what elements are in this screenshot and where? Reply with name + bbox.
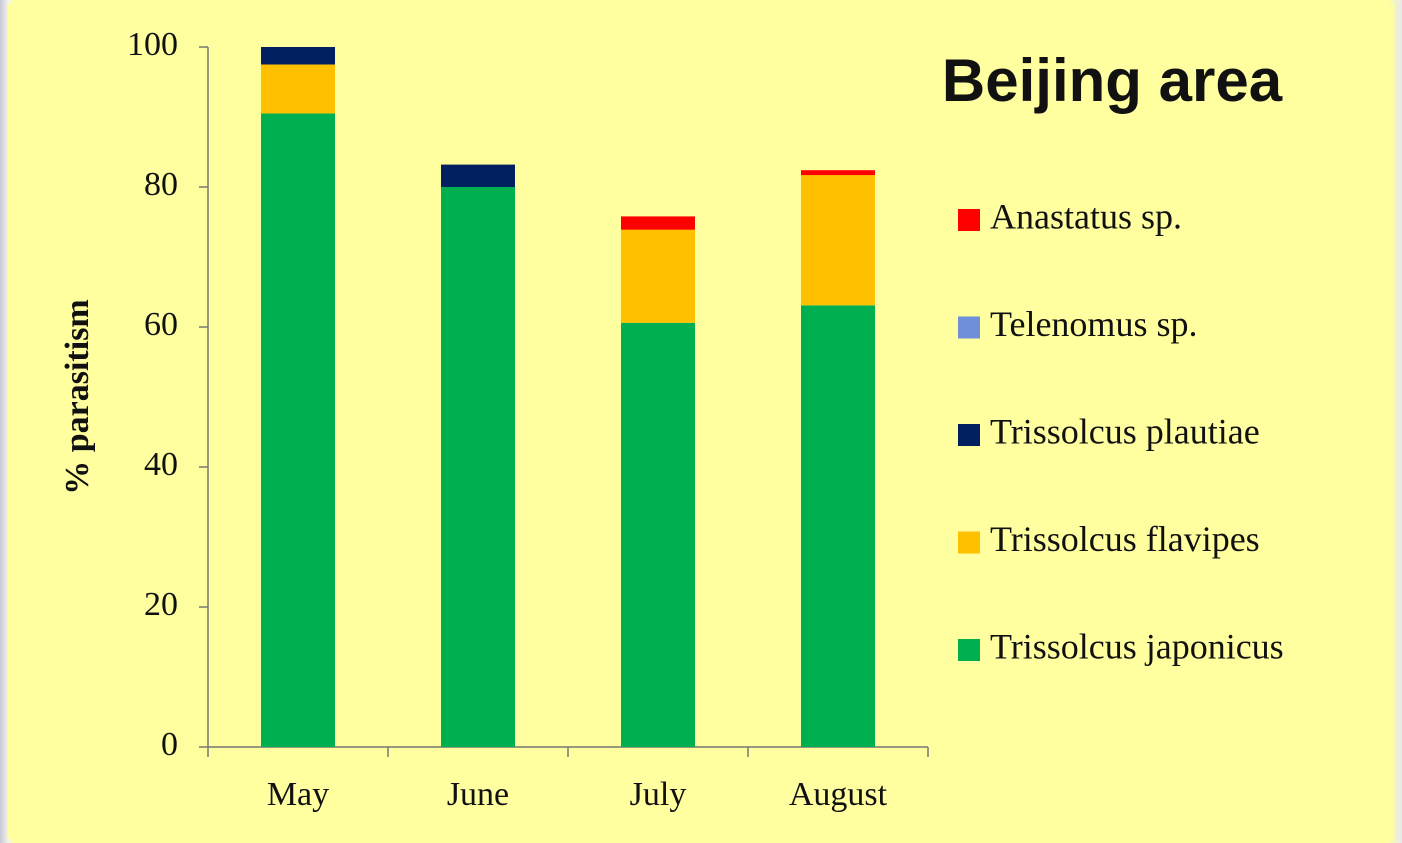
- chart-background: [8, 4, 1394, 839]
- legend-label: Telenomus sp.: [990, 304, 1197, 344]
- y-tick-label: 80: [144, 166, 178, 203]
- legend-swatch: [958, 209, 980, 231]
- y-tick-label: 60: [144, 306, 178, 343]
- y-tick-label: 20: [144, 586, 178, 623]
- y-axis-label: % parasitism: [59, 299, 96, 495]
- bar-segment: [621, 322, 695, 747]
- legend-label: Trissolcus plautiae: [990, 411, 1260, 451]
- y-tick-label: 0: [161, 726, 178, 763]
- legend-swatch: [958, 531, 980, 554]
- bar-segment: [801, 305, 875, 747]
- bar-segment: [261, 64, 335, 114]
- x-tick-label: June: [447, 776, 509, 813]
- bar-segment: [441, 187, 515, 747]
- chart-title: Beijing area: [942, 47, 1283, 114]
- legend-swatch: [958, 424, 980, 446]
- legend-swatch: [958, 639, 980, 661]
- bar-segment: [441, 164, 515, 187]
- legend-label: Trissolcus flavipes: [990, 519, 1260, 559]
- bar-segment: [621, 229, 695, 323]
- bar-segment: [801, 170, 875, 176]
- bar-segment: [621, 216, 695, 230]
- x-tick-label: July: [630, 776, 687, 813]
- y-tick-label: 40: [144, 446, 178, 483]
- bar-segment: [801, 175, 875, 306]
- x-tick-label: August: [789, 776, 888, 813]
- bar-segment: [261, 47, 335, 65]
- bar-segment: [261, 113, 335, 747]
- legend-label: Trissolcus japonicus: [990, 626, 1284, 666]
- legend-label: Anastatus sp.: [990, 196, 1182, 236]
- x-tick-label: May: [267, 776, 329, 813]
- legend-swatch: [958, 316, 980, 339]
- y-tick-label: 100: [127, 26, 178, 63]
